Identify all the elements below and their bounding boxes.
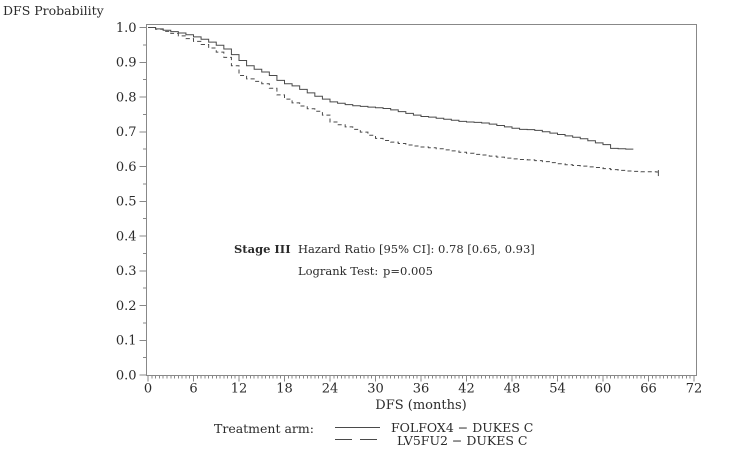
x-tick-label: 36 — [413, 382, 430, 397]
x-tick-label: 6 — [189, 382, 197, 397]
y-tick-label: 0.2 — [116, 299, 137, 314]
logrank-annotation-value: p=0.005 — [383, 264, 433, 278]
x-tick-label: 66 — [640, 382, 657, 397]
x-axis-title: DFS (months) — [375, 398, 467, 413]
x-tick-label: 12 — [231, 382, 248, 397]
y-tick-label: 0.6 — [116, 160, 137, 175]
x-tick-label: 72 — [686, 382, 703, 397]
x-axis-ticks: 0 6 12 18 24 30 36 42 48 54 60 66 72 — [144, 375, 703, 397]
y-tick-label: 0.3 — [116, 264, 137, 279]
y-axis-title: DFS Probability — [3, 3, 104, 18]
legend-dashed-line-sample — [335, 439, 380, 440]
y-tick-label: 0.9 — [116, 56, 137, 71]
legend-title: Treatment arm: — [214, 421, 314, 436]
y-tick-label: 0.8 — [116, 90, 137, 105]
x-tick-label: 18 — [276, 382, 293, 397]
x-tick-label: 42 — [458, 382, 475, 397]
x-tick-label: 30 — [367, 382, 384, 397]
series-lv5fu2-curve — [148, 27, 660, 173]
y-axis-ticks: 1.0 0.9 0.8 0.7 0.6 0.5 0.4 0.3 0.2 0.1 0.0 — [116, 21, 147, 383]
x-tick-label: 48 — [504, 382, 521, 397]
legend-solid-line-sample — [335, 427, 380, 428]
legend-label-folfox4: FOLFOX4 − DUKES C — [391, 420, 534, 435]
y-tick-label: 0.1 — [116, 334, 137, 349]
legend-label-lv5fu2: LV5FU2 − DUKES C — [397, 433, 528, 448]
series-folfox4-curve — [148, 27, 634, 150]
y-tick-label: 0.5 — [116, 195, 137, 210]
y-tick-label: 1.0 — [116, 21, 137, 36]
hazard-ratio-annotation: Hazard Ratio [95% CI]: 0.78 [0.65, 0.93] — [298, 242, 535, 256]
x-tick-label: 24 — [322, 382, 339, 397]
plot-frame — [146, 24, 697, 376]
x-tick-label: 0 — [144, 382, 152, 397]
y-tick-label: 0.7 — [116, 125, 137, 140]
x-tick-label: 54 — [549, 382, 566, 397]
logrank-annotation-label: Logrank Test: — [298, 264, 379, 278]
stage-annotation-label: Stage III — [234, 242, 291, 256]
y-tick-label: 0.0 — [116, 368, 137, 383]
x-tick-label: 60 — [595, 382, 612, 397]
y-tick-label: 0.4 — [116, 229, 137, 244]
